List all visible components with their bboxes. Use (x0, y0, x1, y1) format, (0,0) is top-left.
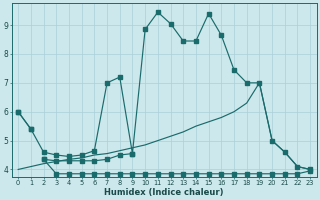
X-axis label: Humidex (Indice chaleur): Humidex (Indice chaleur) (104, 188, 224, 197)
